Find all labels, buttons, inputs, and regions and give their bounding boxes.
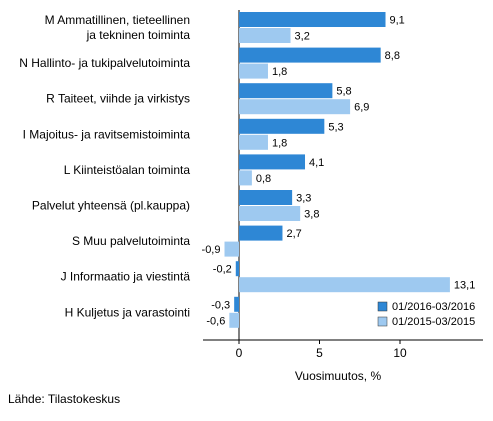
data-label: -0,2 <box>213 264 232 276</box>
bar-series-1 <box>239 47 381 63</box>
category-label: H Kuljetus ja varastointi <box>65 305 190 319</box>
data-label: 0,8 <box>256 173 271 185</box>
x-axis-label: Vuosimuutos, % <box>295 369 382 383</box>
source-note: Lähde: Tilastokeskus <box>8 392 121 406</box>
category-label: S Muu palvelutoiminta <box>72 234 190 248</box>
data-label: 1,8 <box>272 66 287 78</box>
legend-swatch <box>377 316 388 327</box>
bar-series-1 <box>239 83 333 99</box>
x-tick-label: 10 <box>393 346 407 360</box>
x-tick-label: 0 <box>236 346 243 360</box>
bar-series-1 <box>239 154 306 170</box>
bar-series-2 <box>239 99 351 115</box>
data-label: 2,7 <box>286 228 301 240</box>
data-label: 6,9 <box>354 102 369 114</box>
category-label: ja tekninen toiminta <box>86 28 191 42</box>
category-label: J Informaatio ja viestintä <box>61 270 191 284</box>
category-label: L Kiinteistöalan toiminta <box>64 163 191 177</box>
data-label: -0,9 <box>202 244 221 256</box>
bar-series-2 <box>239 206 301 221</box>
legend-swatch <box>377 301 388 312</box>
bar-series-1 <box>234 296 239 312</box>
x-tick-label: 5 <box>316 346 323 360</box>
data-label: 5,8 <box>336 86 351 98</box>
bar-series-2 <box>239 277 450 293</box>
category-label: N Hallinto- ja tukipalvelutoiminta <box>19 56 190 70</box>
data-label: 13,1 <box>454 280 475 292</box>
bar-series-2 <box>239 63 268 79</box>
bar-series-1 <box>239 190 293 205</box>
bar-series-1 <box>239 225 283 241</box>
category-label: R Taiteet, viihde ja virkistys <box>46 92 190 106</box>
bar-series-2 <box>229 312 239 328</box>
bar-series-1 <box>235 261 239 277</box>
category-label: M Ammatillinen, tieteellinen <box>45 13 190 27</box>
bar-series-2 <box>239 170 252 186</box>
data-label: 1,8 <box>272 137 287 149</box>
bar-series-1 <box>239 118 325 134</box>
data-label: 4,1 <box>309 157 324 169</box>
bar-series-1 <box>239 12 386 27</box>
legend-label: 01/2016-03/2016 <box>392 301 475 313</box>
data-label: 5,3 <box>328 121 343 133</box>
bar-series-2 <box>239 28 291 43</box>
data-label: 3,8 <box>304 209 319 221</box>
category-label: Palvelut yhteensä (pl.kauppa) <box>32 199 190 213</box>
data-label: 3,3 <box>296 193 311 205</box>
legend-label: 01/2015-03/2015 <box>392 316 475 328</box>
data-label: -0,6 <box>206 315 225 327</box>
data-label: 3,2 <box>295 31 310 43</box>
data-label: -0,3 <box>211 299 230 311</box>
category-label: I Majoitus- ja ravitsemistoiminta <box>23 127 191 141</box>
bar-series-2 <box>239 134 268 150</box>
data-label: 8,8 <box>385 50 400 62</box>
data-label: 9,1 <box>390 15 405 27</box>
bar-series-2 <box>224 241 239 257</box>
